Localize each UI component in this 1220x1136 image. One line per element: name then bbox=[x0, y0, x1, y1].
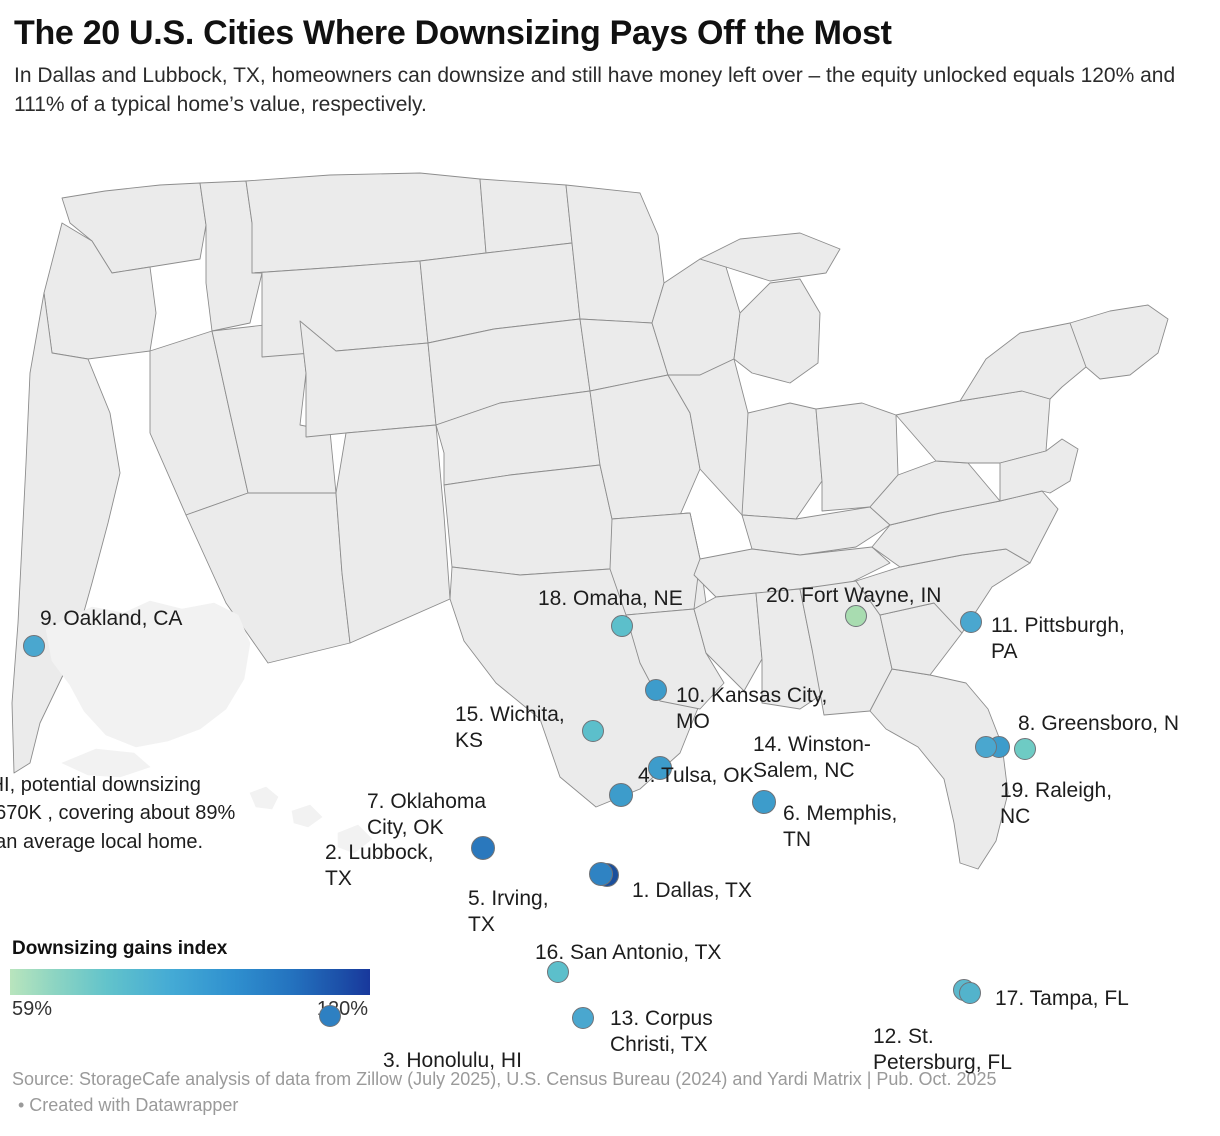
map-marker-label-17: 17. Tampa, FL bbox=[995, 987, 1129, 1010]
map-marker-label-13: 13. Corpus Christi, TX bbox=[610, 1007, 713, 1056]
legend-min-label: 59% bbox=[12, 998, 53, 1020]
map-marker-4[interactable] bbox=[648, 756, 672, 780]
state-new-england bbox=[1069, 304, 1169, 380]
map-annotation: onolulu, HI, potential downsizing gs tot… bbox=[0, 774, 236, 853]
map-marker-20[interactable] bbox=[845, 605, 867, 627]
inset-alaska bbox=[45, 600, 251, 748]
state-arkansas-2 bbox=[609, 512, 701, 616]
page-title: The 20 U.S. Cities Where Downsizing Pays… bbox=[14, 14, 892, 52]
map-marker-17[interactable] bbox=[959, 982, 981, 1004]
inset-hawaii bbox=[249, 786, 373, 854]
map-marker-2[interactable] bbox=[471, 836, 495, 860]
state-new-mexico bbox=[335, 424, 451, 644]
state-michigan-lower bbox=[733, 278, 821, 384]
state-florida bbox=[869, 668, 1009, 870]
chart-footer: Source: StorageCafe analysis of data fro… bbox=[12, 1066, 1212, 1118]
map-marker-7[interactable] bbox=[609, 783, 633, 807]
map-marker-5[interactable] bbox=[589, 862, 613, 886]
map-marker-16[interactable] bbox=[547, 961, 569, 983]
map-marker-14[interactable] bbox=[975, 736, 997, 758]
map-marker-19[interactable] bbox=[1014, 738, 1036, 760]
state-wyoming bbox=[251, 260, 429, 358]
state-indiana bbox=[741, 402, 823, 520]
map-marker-9[interactable] bbox=[23, 635, 45, 657]
map-marker-18[interactable] bbox=[611, 615, 633, 637]
datawrapper-credit[interactable]: • Created with Datawrapper bbox=[18, 1095, 239, 1116]
state-north-dakota bbox=[479, 178, 573, 254]
state-tennessee bbox=[693, 546, 891, 598]
state-wisconsin bbox=[651, 258, 741, 376]
legend-title: Downsizing gains index bbox=[12, 938, 228, 959]
chart-subtitle: In Dallas and Lubbock, TX, homeowners ca… bbox=[14, 64, 1176, 117]
legend-tick-labels: 59% 120% bbox=[10, 998, 370, 1024]
us-map-basemap bbox=[11, 172, 1169, 870]
map-marker-11[interactable] bbox=[960, 611, 982, 633]
legend-gradient-bar bbox=[10, 969, 370, 995]
chart-header: The 20 U.S. Cities Where Downsizing Pays… bbox=[0, 0, 1220, 120]
map-marker-13[interactable] bbox=[572, 1007, 594, 1029]
choropleth-map[interactable]: 1. Dallas, TX 2. Lubbock, TX 3. Honolulu, … bbox=[0, 163, 1220, 1074]
map-marker-3[interactable] bbox=[319, 1005, 341, 1027]
state-michigan-upper bbox=[699, 232, 841, 282]
source-text: Source: StorageCafe analysis of data fro… bbox=[12, 1069, 997, 1089]
map-marker-6[interactable] bbox=[752, 790, 776, 814]
state-minnesota bbox=[565, 184, 665, 324]
inset-alaska-tail bbox=[61, 748, 151, 778]
state-pennsylvania bbox=[895, 390, 1051, 464]
map-legend: Downsizing gains index 59% 120% bbox=[10, 938, 410, 1024]
map-marker-10[interactable] bbox=[645, 679, 667, 701]
state-new-jersey-md-de bbox=[999, 438, 1079, 502]
map-marker-15[interactable] bbox=[582, 720, 604, 742]
